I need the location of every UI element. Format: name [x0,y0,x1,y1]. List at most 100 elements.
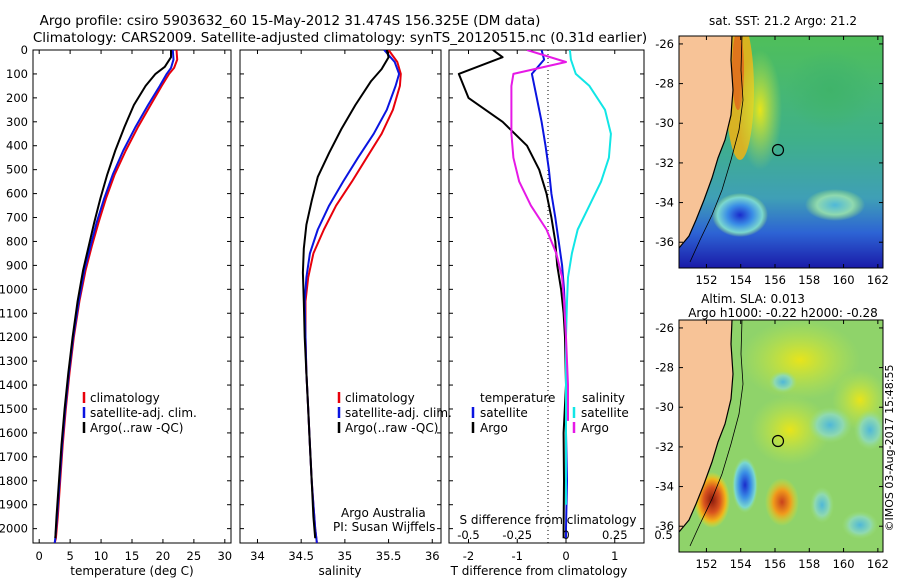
sla-low-north [769,371,797,393]
temperature-legend: climatology satellite-adj. clim. Argo(..… [82,391,197,435]
map-lon-label: 162 [867,273,889,287]
legend-label-s-satellite: satellite [581,406,629,420]
x-tick-label: 15 [125,549,140,563]
sla-low-east [854,410,883,450]
x-tick-label: -1 [512,549,523,563]
difference-legend: temperature satellite Argo salinity sate… [471,391,629,435]
x-tick-label: 5 [66,549,73,563]
sst-map-frame [678,35,884,269]
salinity-series [301,50,402,543]
map-lat-label: -36 [655,519,674,533]
sst-map-title: sat. SST: 21.2 Argo: 21.2 [709,14,857,28]
s-tick-label: 0.25 [602,528,628,542]
x-tick-label: 35.5 [376,549,402,563]
legend-label-climatology: climatology [90,391,160,405]
salinity-legend: climatology satellite-adj. clim. Argo(..… [337,391,452,435]
map-lon-label: 154 [730,557,752,571]
map-lat-label: -34 [655,196,674,210]
x-tick-label: 30 [217,549,232,563]
salinity-y-ticks [240,49,441,530]
sla-eddy-cold [732,457,758,513]
map-lon-label: 152 [695,273,717,287]
depth-tick-label: 400 [6,139,28,153]
sla-eddy-cool-east [810,487,834,523]
s-tick-label: -0.5 [457,528,479,542]
depth-tick-label: 900 [6,258,28,272]
sla-profile-location-marker [771,434,785,448]
depth-tick-label: 1000 [0,282,28,296]
series-line-argo-raw-qc [301,50,390,539]
depth-tick-label: 1300 [0,354,28,368]
temperature-x-axis-label: temperature (deg C) [70,564,193,578]
difference-x-axis: -2 -1 0 1 [463,50,618,563]
depth-tick-label: 1200 [0,330,28,344]
x-tick-label: 34.5 [288,549,314,563]
sst-profile-location-marker [771,143,785,157]
sst-map-axes: 152 154 156 158 160 162 -26 -28 -30 -32 -34 -36 [655,36,889,287]
series-line-t-argo [457,50,567,539]
depth-tick-label: 500 [6,163,28,177]
salinity-x-axis: 34 34.5 35 35.5 36 [250,50,440,563]
depth-tick-label: 300 [6,115,28,129]
map-lat-label: -34 [655,480,674,494]
x-tick-label: 35 [338,549,353,563]
map-lon-label: 162 [867,557,889,571]
depth-tick-label: 1100 [0,306,28,320]
legend-label-t-argo: Argo [480,421,508,435]
sla-map-title-line-1: Altim. SLA: 0.013 [701,292,805,306]
sla-eddy-cool-south [842,511,878,539]
temperature-series [53,50,179,543]
depth-tick-label: 700 [6,211,28,225]
depth-tick-label: 1600 [0,426,28,440]
sla-map-title-line-2: Argo h1000: -0.22 h2000: -0.28 [688,306,878,320]
map-lat-label: -32 [655,440,674,454]
depth-tick-label: 100 [6,67,28,81]
sla-land [679,320,733,532]
x-tick-label: 25 [187,549,202,563]
series-line-satellite-adj-clim [303,50,401,543]
figure-title-line-1: Argo profile: csiro 5903632_60 15-May-20… [40,13,541,29]
s-difference-axis-label: S difference from climatology [460,513,637,527]
s-tick-label: 0 [562,528,569,542]
map-lat-label: -32 [655,156,674,170]
series-line-s-argo [510,50,569,421]
map-lon-label: 158 [798,273,820,287]
sla-anomaly-mid [750,395,830,465]
difference-panel: -2 -1 0 1 S difference from climatology -0.… [448,49,673,578]
sla-coastline [679,320,734,533]
depth-tick-label: 1900 [0,498,28,512]
map-lat-label: -30 [655,400,674,414]
credit-institution: Argo Australia [341,506,426,520]
credit-pi: PI: Susan Wijffels [333,520,435,534]
difference-series [457,50,612,539]
sst-land [679,36,733,248]
sla-shelf-contour [689,320,744,547]
sla-map: Altim. SLA: 0.013 Argo h1000: -0.22 h200… [655,292,889,571]
s-tick-label: 0.5 [654,528,672,542]
map-lon-label: 158 [798,557,820,571]
x-tick-label: 1 [611,549,618,563]
x-tick-label: 0 [36,549,43,563]
sst-yellow-band [738,50,782,170]
salinity-plot-frame [239,49,442,544]
x-tick-label: -2 [463,549,474,563]
x-tick-label: 34 [250,549,265,563]
legend-title-temperature: temperature [480,391,555,405]
legend-label-satellite: satellite-adj. clim. [345,406,452,420]
map-lon-label: 156 [764,273,786,287]
difference-y-ticks [449,49,644,530]
sst-cool-patch-east [805,189,865,221]
depth-tick-label: 200 [6,91,28,105]
x-tick-label: 20 [156,549,171,563]
t-difference-axis-label: T difference from climatology [450,564,628,578]
map-lon-label: 154 [730,273,752,287]
sst-shelf-contour [689,36,744,263]
depth-tick-label: 1400 [0,378,28,392]
legend-label-argo: Argo(..raw -QC) [345,421,438,435]
map-lat-label: -36 [655,235,674,249]
legend-label-climatology: climatology [345,391,415,405]
legend-label-s-argo: Argo [581,421,609,435]
map-lon-label: 156 [764,557,786,571]
depth-tick-label: 800 [6,234,28,248]
